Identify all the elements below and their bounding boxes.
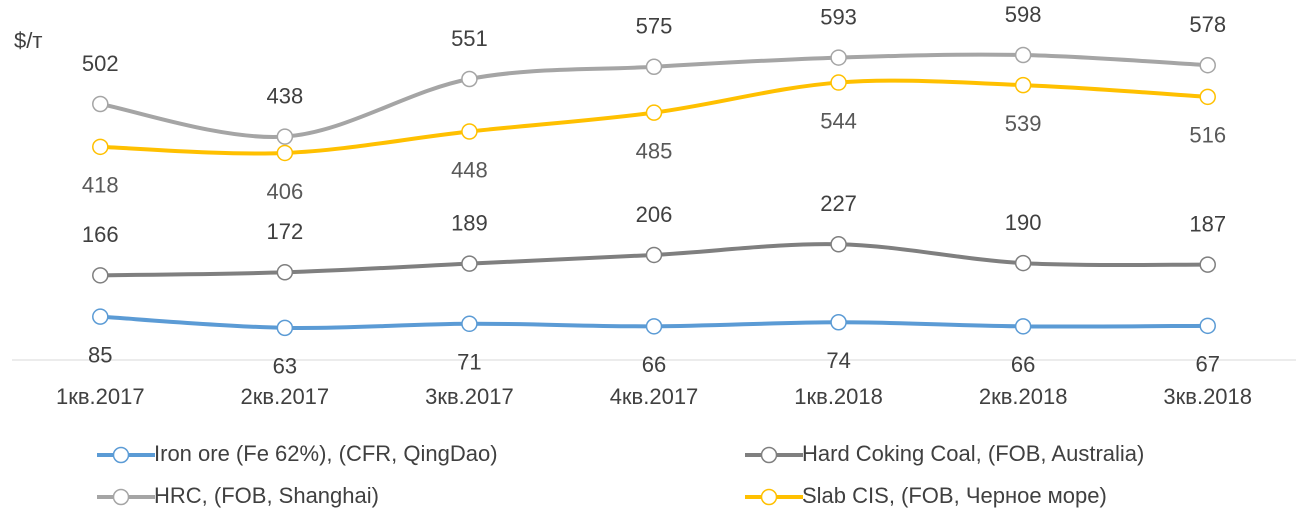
data-point [276,128,294,145]
data-point [461,255,478,272]
legend-marker [112,446,130,464]
legend-label: Iron ore (Fe 62%), (CFR, QingDao) [154,441,498,466]
data-point [92,138,109,156]
legend-label: Hard Coking Coal, (FOB, Australia) [802,441,1144,466]
data-point [1199,56,1216,74]
data-label: 85 [88,342,112,367]
data-label: 63 [273,354,297,379]
data-label: 598 [1005,2,1042,27]
x-tick-label: 3кв.2017 [425,384,514,409]
data-label: 166 [82,222,119,247]
data-label: 66 [1011,352,1035,377]
data-point [461,70,478,88]
data-label: 418 [82,173,119,198]
data-point [645,58,663,75]
data-label: 593 [820,4,857,29]
data-point [645,246,663,264]
data-label: 74 [826,348,850,373]
data-point [276,319,294,337]
data-point [830,74,847,91]
data-label: 66 [642,352,666,377]
data-point [92,308,109,325]
legend-marker [760,488,778,506]
data-label: 71 [457,350,481,375]
legend-marker [112,488,130,506]
data-point [276,144,294,162]
x-tick-label: 2кв.2018 [979,384,1068,409]
data-label: 438 [266,83,303,108]
data-label: 187 [1189,211,1226,236]
data-label: 448 [451,157,488,182]
x-tick-label: 1кв.2017 [56,384,145,409]
data-point [92,267,109,284]
data-point [830,235,847,253]
data-label: 227 [820,191,857,216]
x-tick-label: 2кв.2017 [241,384,330,409]
x-tick-label: 1кв.2018 [794,384,883,409]
data-label: 172 [266,219,303,244]
legend-label: HRC, (FOB, Shanghai) [154,483,379,508]
data-label: 406 [266,179,303,204]
data-label: 578 [1189,12,1226,37]
data-label: 551 [451,26,488,51]
data-label: 189 [451,210,488,235]
data-point [461,123,478,140]
data-point [92,95,109,113]
data-point [1199,88,1216,106]
data-point [830,49,847,66]
data-label: 206 [636,202,673,227]
data-label: 516 [1189,123,1226,148]
data-point [645,318,663,335]
data-point [276,264,294,281]
data-point [830,314,847,331]
legend-label: Slab CIS, (FOB, Черное море) [802,483,1107,508]
y-axis-label: $/т [14,28,42,53]
data-point [461,315,478,333]
data-label: 544 [820,108,857,133]
data-point [1199,317,1216,335]
data-point [645,104,663,121]
data-label: 539 [1005,111,1042,136]
data-point [1199,256,1216,273]
data-label: 502 [82,51,119,76]
data-label: 485 [636,138,673,163]
data-point [1014,46,1032,64]
x-tick-label: 4кв.2017 [610,384,699,409]
data-label: 67 [1195,352,1219,377]
data-label: 190 [1005,210,1042,235]
data-point [1014,76,1032,94]
legend-marker [760,446,778,464]
data-point [1014,318,1032,335]
x-tick-label: 3кв.2018 [1163,384,1252,409]
data-point [1014,254,1032,272]
data-label: 575 [636,14,673,39]
